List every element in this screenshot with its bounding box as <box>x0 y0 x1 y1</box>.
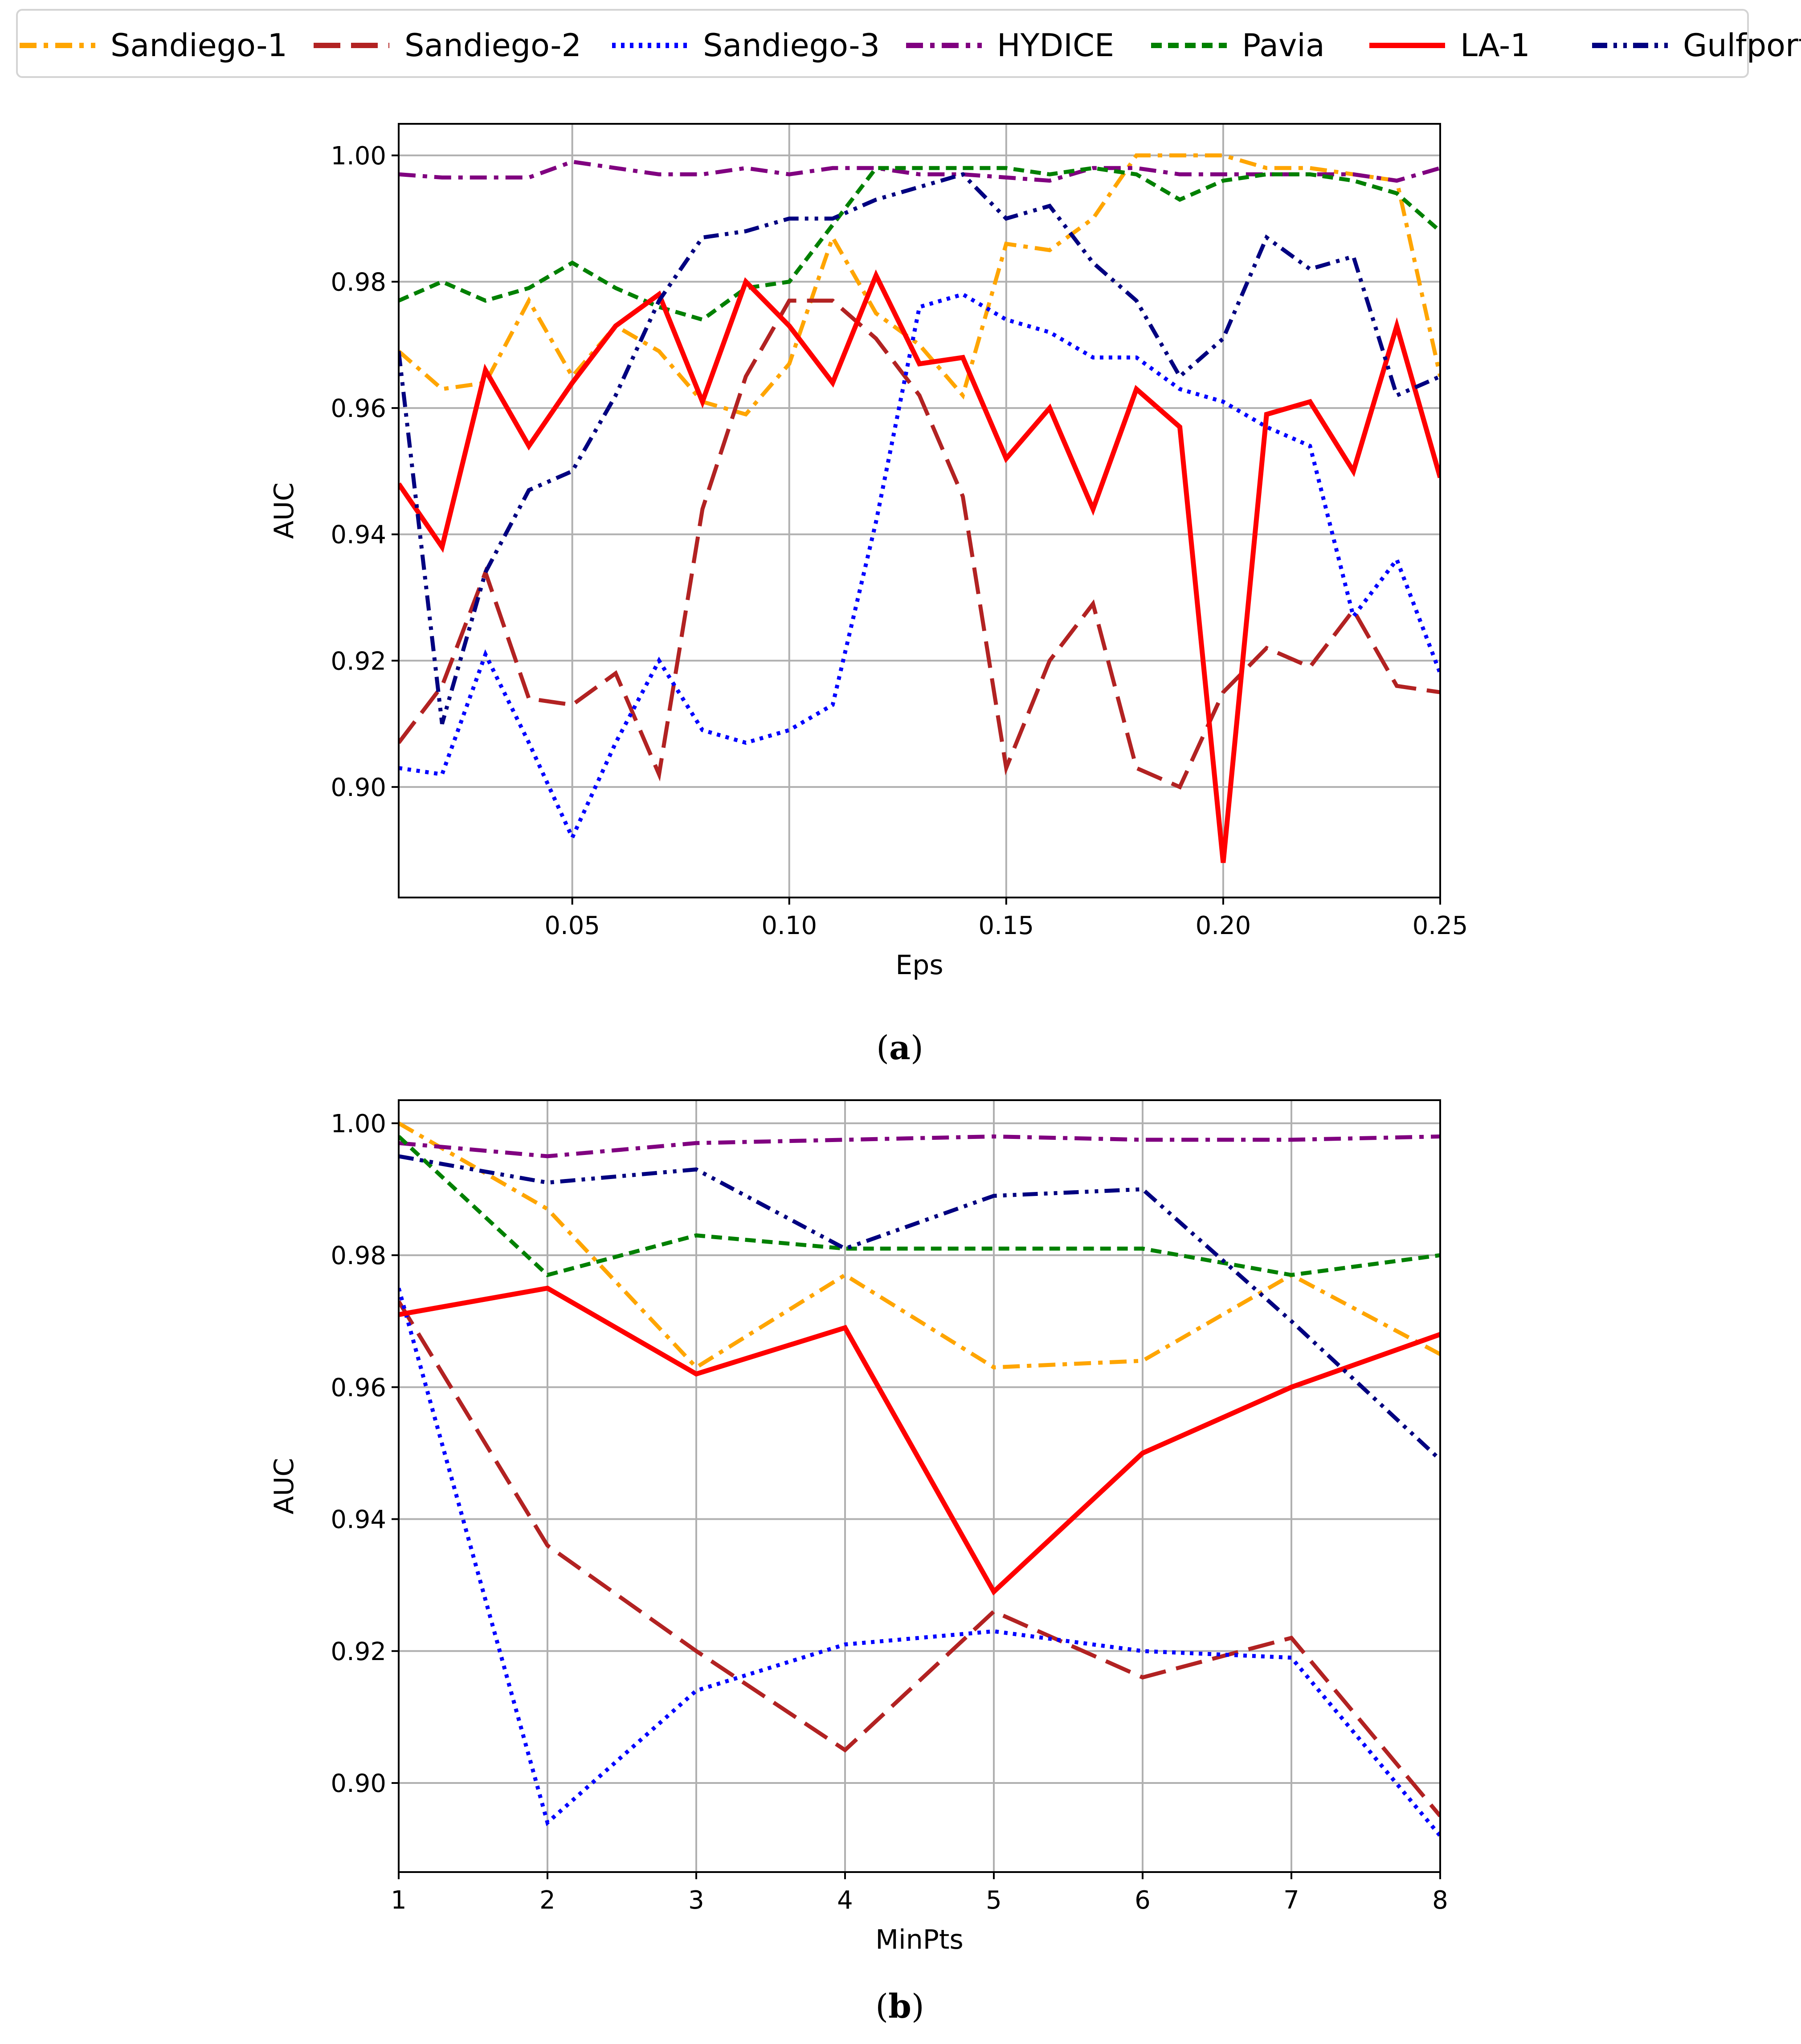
xtick-label-b-6: 7 <box>1283 1886 1299 1915</box>
ytick-label-a-4: 0.98 <box>331 268 386 297</box>
series-line-b-la1 <box>399 1285 1440 1596</box>
legend-swatch-la1 <box>1369 42 1445 48</box>
legend-item-la1: LA-1 <box>1369 11 1530 80</box>
series-group-b <box>399 1121 1440 1837</box>
chart-a: 0.05 0.10 0.15 0.20 0.25 0.90 0.92 0.94 0.96 0.98… <box>269 123 1468 981</box>
series-line-b-sd1 <box>399 1121 1440 1370</box>
xtick-label-b-4: 5 <box>986 1886 1002 1915</box>
series-line-b-hydice <box>399 1134 1440 1159</box>
xtick-label-b-3: 4 <box>837 1886 853 1915</box>
legend-item-pavia: Pavia <box>1151 11 1325 80</box>
panel-label-b: (b) <box>875 1987 924 2026</box>
xtick-label-b-7: 8 <box>1432 1886 1448 1915</box>
series-line-a-gulfport <box>399 172 1440 725</box>
ytick-label-b-2: 0.94 <box>331 1505 386 1534</box>
ytick-label-a-5: 1.00 <box>331 142 386 171</box>
legend-label-sd2: Sandiego-2 <box>404 27 581 64</box>
legend-item-gulfport: Gulfport <box>1592 11 1801 80</box>
series-line-b-sd3 <box>399 1287 1440 1837</box>
series-line-a-hydice <box>399 159 1440 183</box>
ytick-label-a-2: 0.94 <box>331 521 386 550</box>
xtick-label-a-0: 0.05 <box>544 911 600 940</box>
legend-swatch-gulfport <box>1592 42 1668 48</box>
chart-b: 1 2 3 4 5 6 7 8 0.90 0.92 0.94 0.96 0.98 1.00 MinPts AU… <box>269 1099 1448 1955</box>
ytick-label-a-0: 0.90 <box>331 773 386 802</box>
xtick-label-a-1: 0.10 <box>761 911 817 940</box>
legend-swatch-hydice <box>906 42 982 48</box>
panel-label-a: (a) <box>876 1029 923 1067</box>
panel-letter-b: b <box>888 1987 911 2026</box>
legend-swatch-sd2 <box>314 42 389 48</box>
xtick-label-b-5: 6 <box>1135 1886 1151 1915</box>
ytick-label-a-1: 0.92 <box>331 647 386 676</box>
legend-label-sd3: Sandiego-3 <box>703 27 880 64</box>
legend-item-sd3: Sandiego-3 <box>612 11 880 80</box>
legend-label-pavia: Pavia <box>1242 27 1325 64</box>
xtick-label-b-0: 1 <box>391 1886 407 1915</box>
ylabel-b: AUC <box>269 1458 300 1514</box>
series-line-b-pavia <box>399 1135 1440 1277</box>
xtick-label-a-2: 0.15 <box>978 911 1034 940</box>
ytick-label-b-0: 0.90 <box>331 1769 386 1798</box>
legend-item-sd2: Sandiego-2 <box>314 11 581 80</box>
legend-label-la1: LA-1 <box>1460 27 1530 64</box>
legend-item-hydice: HYDICE <box>906 11 1114 80</box>
ytick-label-b-3: 0.96 <box>331 1373 386 1402</box>
plot-frame-a <box>398 123 1441 898</box>
series-line-a-sd2 <box>399 298 1440 790</box>
series-line-b-sd2 <box>399 1300 1440 1817</box>
xtick-label-b-1: 2 <box>539 1886 555 1915</box>
legend-item-sd1: Sandiego-1 <box>20 11 287 80</box>
ylabel-a: AUC <box>269 482 300 539</box>
legend-swatch-pavia <box>1151 42 1227 48</box>
ytick-label-b-5: 1.00 <box>331 1110 386 1138</box>
legend: Sandiego-1 Sandiego-2 Sandiego-3 HYDICE Pavi… <box>16 9 1801 80</box>
xtick-label-b-2: 3 <box>688 1886 704 1915</box>
ytick-label-a-3: 0.96 <box>331 394 386 423</box>
xtick-label-a-3: 0.20 <box>1196 911 1251 940</box>
legend-label-gulfport: Gulfport <box>1683 27 1801 64</box>
xlabel-a: Eps <box>895 950 943 981</box>
legend-label-sd1: Sandiego-1 <box>110 27 287 64</box>
series-line-a-sd1 <box>399 153 1440 417</box>
xtick-label-a-4: 0.25 <box>1413 911 1468 940</box>
legend-label-hydice: HYDICE <box>997 27 1115 64</box>
legend-swatch-sd3 <box>612 42 688 48</box>
panel-letter-a: a <box>889 1029 911 1067</box>
legend-swatch-sd1 <box>20 42 95 48</box>
series-line-a-la1 <box>399 269 1440 863</box>
ytick-label-b-4: 0.98 <box>331 1241 386 1270</box>
series-line-a-pavia <box>399 166 1440 322</box>
series-line-a-sd3 <box>399 292 1440 843</box>
series-line-b-gulfport <box>399 1154 1440 1461</box>
ytick-label-b-1: 0.92 <box>331 1637 386 1666</box>
plot-frame-b <box>398 1099 1441 1873</box>
series-group-a <box>399 153 1440 863</box>
xlabel-b: MinPts <box>875 1924 963 1955</box>
